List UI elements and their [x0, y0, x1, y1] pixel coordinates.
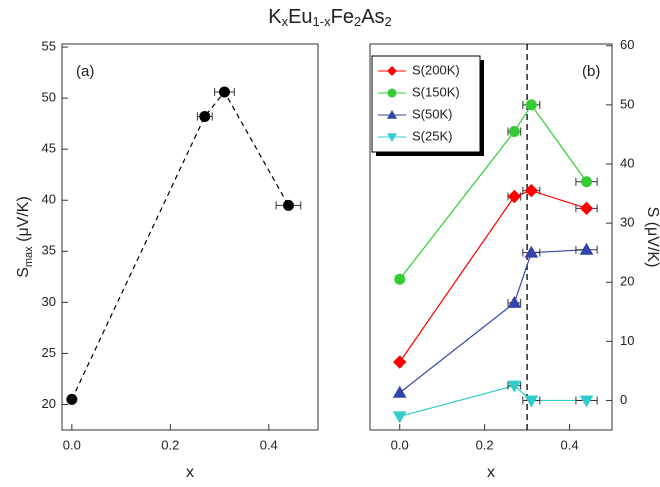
title-text: Fe: [331, 6, 354, 28]
legend-marker: [387, 133, 397, 142]
y-tick-label: 55: [42, 39, 56, 54]
marker: [392, 411, 407, 424]
y-tick-label: 50: [620, 96, 634, 111]
marker: [579, 395, 594, 408]
series-line: [399, 103, 588, 280]
series-line: [399, 385, 587, 417]
series-line: [399, 249, 587, 394]
title-subscript: 2: [354, 14, 361, 29]
series-line: [71, 90, 289, 400]
y-tick-label: 60: [620, 37, 634, 52]
y-label-subscript: max: [23, 246, 35, 267]
marker: [507, 295, 522, 308]
title-text: As: [361, 6, 384, 28]
x-tick-label: 0.4: [561, 437, 579, 452]
legend-marker: [387, 110, 397, 119]
x-tick-label: 0.2: [476, 437, 494, 452]
legend-label: S(50K): [412, 106, 452, 121]
legend-label: S(150K): [412, 84, 460, 99]
panel-label: (b): [582, 63, 600, 80]
marker: [524, 183, 539, 198]
marker: [508, 125, 520, 137]
legend-marker: [387, 88, 397, 98]
title-text: Eu: [288, 6, 312, 28]
y-tick-label: 0: [620, 392, 627, 407]
y-axis-label: S (μV/K): [644, 207, 660, 268]
y-tick-label: 25: [42, 345, 56, 360]
marker: [524, 245, 539, 258]
x-axis-label: x: [487, 464, 495, 481]
plot-frame: [369, 43, 613, 431]
marker: [66, 393, 78, 405]
legend-label: S(25K): [412, 128, 452, 143]
y-axis-label: Smax (μV/K): [15, 196, 35, 278]
x-tick-label: 0.2: [161, 437, 179, 452]
x-tick-label: 0.0: [63, 437, 81, 452]
title-subscript: 1-x: [313, 14, 332, 29]
y-tick-label: 10: [620, 333, 634, 348]
figure-title: KxEu1-xFe2As2: [268, 6, 392, 29]
marker: [581, 176, 593, 188]
y-tick-label: 40: [42, 192, 56, 207]
marker: [579, 201, 594, 216]
x-tick-label: 0.4: [260, 437, 278, 452]
marker: [392, 385, 407, 398]
marker: [507, 380, 522, 393]
y-tick-label: 20: [42, 396, 56, 411]
marker: [524, 395, 539, 408]
y-tick-label: 40: [620, 155, 634, 170]
plot-frame: [61, 43, 319, 431]
y-tick-label: 30: [620, 215, 634, 230]
legend-marker: [387, 66, 397, 76]
y-label-text: S: [15, 267, 32, 278]
y-tick-label: 35: [42, 243, 56, 258]
marker: [199, 111, 211, 123]
panel-label: (a): [76, 63, 94, 80]
y-tick-label: 50: [42, 90, 56, 105]
title-subscript: 2: [385, 14, 392, 29]
marker: [393, 355, 407, 369]
y-tick-label: 30: [42, 294, 56, 309]
marker: [394, 273, 406, 285]
title-text: K: [268, 6, 282, 28]
title-subscript: x: [282, 14, 289, 29]
y-tick-label: 45: [42, 141, 56, 156]
x-tick-label: 0.0: [391, 437, 409, 452]
marker: [525, 99, 537, 111]
legend-label: S(200K): [412, 62, 460, 77]
y-tick-label: 20: [620, 274, 634, 289]
x-axis-label: x: [186, 464, 194, 481]
y-label-text: (μV/K): [15, 196, 32, 246]
marker: [218, 86, 230, 98]
marker: [507, 189, 522, 204]
series-line: [399, 189, 587, 363]
marker: [579, 242, 594, 255]
marker: [282, 199, 294, 211]
